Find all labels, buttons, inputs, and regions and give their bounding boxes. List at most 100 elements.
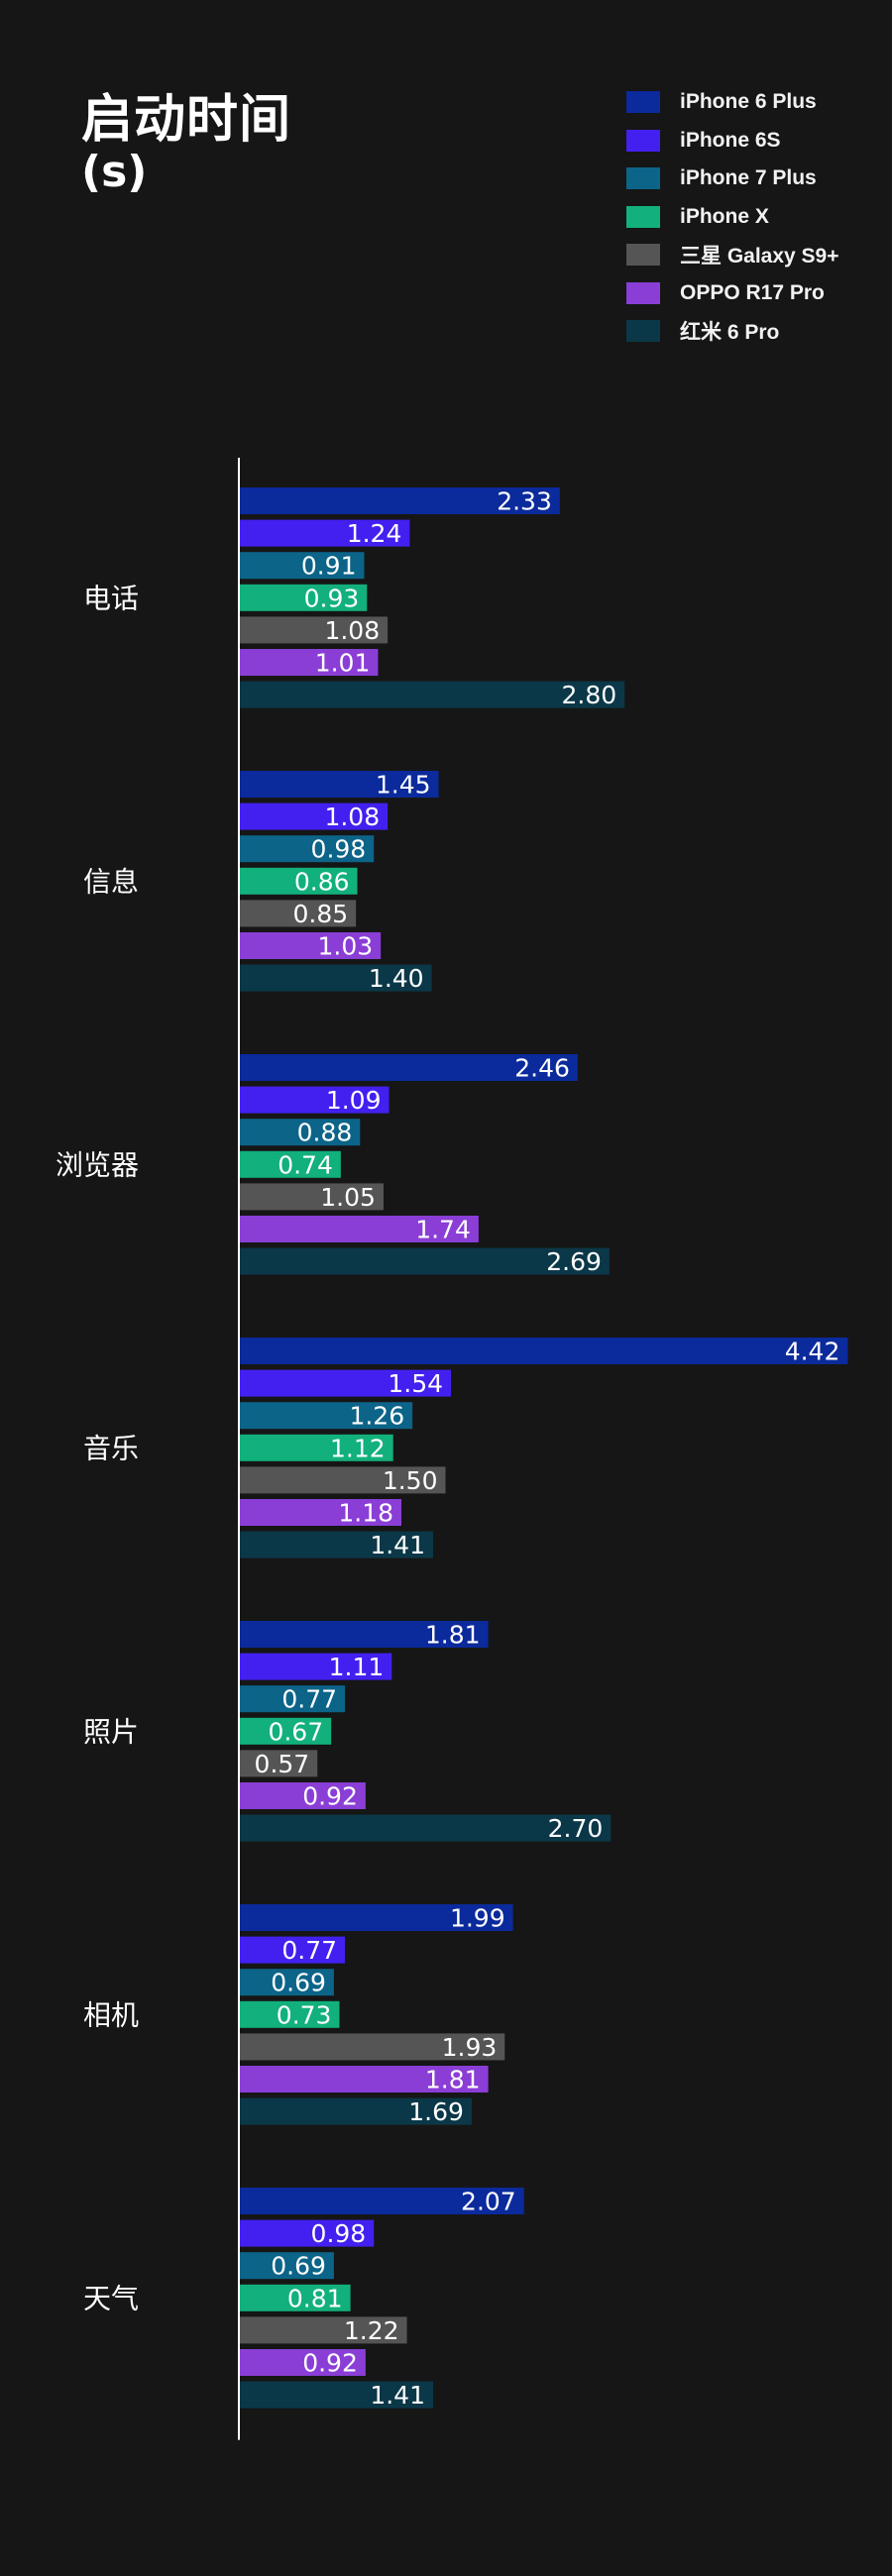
legend-swatch	[626, 320, 660, 343]
value-label: 1.24	[347, 519, 402, 548]
legend-item: 红米 6 Pro	[626, 312, 839, 351]
bar	[239, 932, 382, 959]
category-label: 信息	[83, 865, 139, 898]
value-label: 1.09	[326, 1086, 382, 1115]
legend-swatch	[626, 244, 660, 267]
bar	[239, 1814, 612, 1842]
value-label: 1.11	[329, 1653, 385, 1681]
value-label: 0.74	[278, 1150, 333, 1179]
bar	[239, 2219, 375, 2247]
bar	[239, 1621, 489, 1648]
bar	[239, 771, 439, 798]
bar	[239, 1119, 361, 1146]
bar	[239, 1247, 610, 1275]
category-label: 天气	[83, 2282, 139, 2314]
value-label: 2.69	[546, 1247, 602, 1276]
bar	[239, 584, 368, 611]
value-label: 1.18	[338, 1499, 393, 1528]
bar	[239, 649, 379, 676]
bar	[239, 1904, 513, 1931]
value-label: 1.05	[320, 1183, 376, 1212]
category-label: 电话	[83, 582, 139, 614]
legend-label: iPhone X	[680, 204, 769, 228]
value-label: 2.46	[514, 1054, 570, 1083]
bar	[239, 1183, 384, 1211]
value-label: 2.33	[497, 487, 552, 516]
bar	[239, 1054, 578, 1081]
value-label: 1.74	[415, 1216, 471, 1244]
legend-item: iPhone 6S	[626, 122, 839, 161]
legend-label: OPPO R17 Pro	[680, 280, 825, 304]
bar	[239, 2188, 524, 2214]
value-label: 0.69	[271, 2252, 326, 2281]
bar	[239, 1531, 433, 1558]
legend-item: iPhone 7 Plus	[626, 160, 839, 198]
value-label: 1.41	[370, 1531, 425, 1559]
legend-swatch	[626, 129, 660, 152]
value-label: 0.73	[277, 2000, 332, 2029]
bar	[239, 1936, 346, 1964]
category-label: 浏览器	[56, 1148, 139, 1181]
value-label: 1.69	[408, 2097, 464, 2126]
legend-swatch	[626, 91, 660, 114]
bar	[239, 1369, 452, 1397]
value-label: 1.40	[369, 964, 424, 993]
value-label: 1.41	[370, 2381, 425, 2410]
bar	[239, 867, 358, 895]
bar	[239, 1086, 390, 1114]
category-label: 照片	[83, 1715, 139, 1748]
value-label: 2.07	[461, 2188, 516, 2216]
value-label: 0.81	[287, 2284, 343, 2312]
value-label: 1.01	[315, 649, 371, 678]
legend-swatch	[626, 167, 660, 190]
bar	[239, 1150, 341, 1178]
bar	[239, 1685, 346, 1713]
bar	[239, 2033, 505, 2061]
legend-item: OPPO R17 Pro	[626, 274, 839, 313]
legend-item: iPhone X	[626, 198, 839, 237]
bar	[239, 1402, 413, 1430]
legend-label: 红米 6 Pro	[680, 321, 780, 345]
bar	[239, 616, 389, 644]
value-label: 0.98	[311, 835, 367, 864]
value-label: 1.50	[383, 1466, 438, 1495]
bar	[239, 2381, 433, 2409]
bar	[239, 552, 365, 580]
value-label: 0.88	[297, 1119, 353, 1147]
bar	[239, 2000, 340, 2028]
value-label: 0.92	[302, 2349, 358, 2378]
value-label: 1.08	[324, 803, 380, 831]
bar	[239, 487, 560, 514]
value-label: 0.67	[268, 1717, 323, 1746]
legend-label: iPhone 6S	[680, 128, 781, 152]
value-label: 0.92	[302, 1782, 358, 1811]
bar	[239, 1750, 318, 1777]
bar	[239, 1969, 334, 1996]
value-label: 1.08	[324, 616, 380, 645]
bar	[239, 1434, 393, 1461]
value-label: 1.54	[388, 1369, 443, 1398]
legend-item: iPhone 6 Plus	[626, 83, 839, 122]
bar	[239, 2097, 472, 2125]
value-label: 1.26	[349, 1402, 404, 1431]
bar	[239, 1466, 446, 1494]
bar	[239, 2066, 489, 2093]
value-label: 0.98	[311, 2219, 367, 2248]
legend-label: iPhone 7 Plus	[680, 166, 817, 190]
bar	[239, 900, 357, 927]
bar	[239, 964, 432, 992]
value-label: 4.42	[785, 1338, 840, 1366]
value-label: 1.03	[317, 932, 373, 961]
value-label: 1.45	[376, 771, 431, 800]
bar	[239, 1499, 402, 1526]
chart-title: 启动时间	[81, 90, 292, 150]
bar	[239, 1653, 392, 1680]
bar	[239, 1717, 332, 1745]
value-label: 0.77	[281, 1936, 337, 1965]
legend-swatch	[626, 205, 660, 228]
value-label: 0.91	[301, 552, 357, 581]
value-label: 1.81	[425, 1621, 481, 1650]
legend-label: iPhone 6 Plus	[680, 90, 817, 114]
value-label: 0.86	[294, 867, 350, 896]
